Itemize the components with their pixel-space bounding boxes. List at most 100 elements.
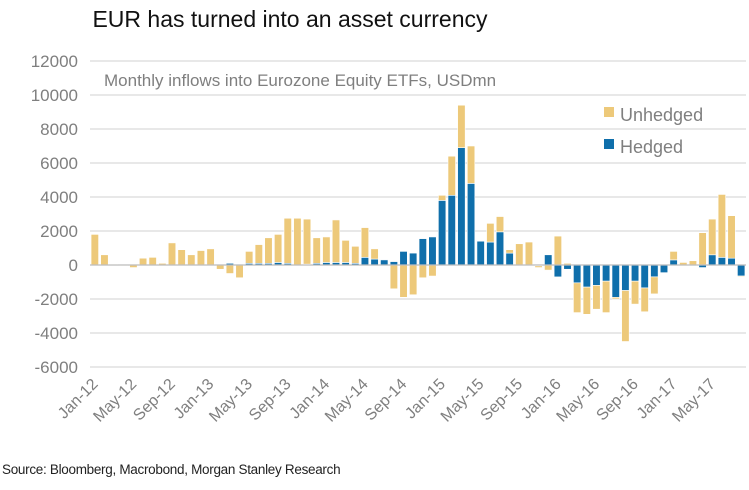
bar-hedged-nov-16 bbox=[650, 264, 659, 278]
bar-unhedged-apr-13 bbox=[235, 264, 244, 279]
bar-hedged-oct-14 bbox=[409, 252, 418, 266]
x-tick-label: May-15 bbox=[438, 376, 488, 426]
bar-chart: 12000 10000 8000 6000 4000 2000 0 -2000 -4000 -60… bbox=[31, 52, 746, 426]
bar-unhedged-apr-14 bbox=[351, 246, 360, 264]
bar-hedged-dec-15 bbox=[544, 254, 553, 266]
bar-unhedged-may-16 bbox=[592, 285, 601, 310]
x-tick-label: May-12 bbox=[90, 376, 140, 426]
bar-unhedged-nov-16 bbox=[650, 276, 659, 295]
x-tick-label: May-17 bbox=[669, 376, 719, 426]
bar-unhedged-oct-14 bbox=[409, 264, 418, 296]
y-tick-label: -2000 bbox=[35, 290, 78, 309]
bar-unhedged-oct-15 bbox=[524, 241, 533, 266]
bar-unhedged-jul-13 bbox=[264, 237, 273, 264]
bar-hedged-may-17 bbox=[708, 254, 717, 266]
subtitle-background bbox=[100, 66, 570, 92]
bar-unhedged-may-17 bbox=[708, 218, 717, 256]
x-tick-label: May-13 bbox=[206, 376, 256, 426]
bar-unhedged-apr-16 bbox=[582, 286, 591, 315]
bar-unhedged-oct-13 bbox=[293, 217, 302, 266]
bar-hedged-aug-17 bbox=[737, 264, 746, 277]
chart-title: EUR has turned into an asset currency bbox=[92, 6, 488, 32]
legend-label-unhedged: Unhedged bbox=[620, 105, 703, 125]
bars bbox=[90, 104, 746, 342]
bar-unhedged-aug-13 bbox=[274, 234, 283, 263]
legend-label-hedged: Hedged bbox=[620, 137, 683, 157]
bar-unhedged-sep-15 bbox=[515, 243, 524, 266]
bar-unhedged-dec-12 bbox=[196, 250, 205, 266]
bar-hedged-sep-16 bbox=[630, 264, 640, 282]
y-tick-label: 0 bbox=[69, 256, 78, 275]
bar-unhedged-nov-15 bbox=[534, 265, 543, 268]
bar-hedged-jul-14 bbox=[380, 259, 389, 266]
bar-hedged-mar-16 bbox=[573, 264, 582, 284]
bar-hedged-nov-14 bbox=[418, 238, 427, 266]
bar-unhedged-dec-13 bbox=[312, 237, 321, 264]
y-tick-label: 8000 bbox=[40, 120, 78, 139]
bar-unhedged-apr-17 bbox=[698, 232, 707, 266]
bar-unhedged-may-14 bbox=[360, 227, 369, 258]
x-axis: Jan-12May-12Sep-12Jan-13May-13Sep-13Jan-… bbox=[55, 376, 719, 426]
bar-unhedged-sep-13 bbox=[283, 217, 292, 264]
bar-unhedged-jan-12 bbox=[90, 234, 99, 266]
x-tick-label: May-14 bbox=[322, 376, 372, 426]
x-tick-label: Sep-16 bbox=[593, 376, 642, 425]
bar-hedged-dec-16 bbox=[659, 264, 669, 273]
bar-unhedged-nov-14 bbox=[418, 264, 427, 279]
chart-subtitle: Monthly inflows into Eurozone Equity ETF… bbox=[104, 71, 496, 90]
x-tick-label: Sep-12 bbox=[130, 376, 179, 425]
bar-unhedged-aug-16 bbox=[621, 290, 630, 342]
bar-hedged-aug-15 bbox=[505, 252, 514, 266]
bar-hedged-jan-17 bbox=[669, 259, 678, 266]
source-note: Source: Bloomberg, Macrobond, Morgan Sta… bbox=[2, 462, 341, 477]
bar-unhedged-jun-13 bbox=[254, 244, 263, 264]
bar-unhedged-jan-16 bbox=[553, 235, 562, 266]
bar-unhedged-jul-17 bbox=[727, 215, 736, 259]
bar-unhedged-dec-14 bbox=[428, 264, 437, 277]
bar-unhedged-jun-15 bbox=[486, 223, 495, 243]
y-tick-label: -6000 bbox=[35, 358, 78, 377]
bar-unhedged-feb-12 bbox=[100, 254, 109, 266]
bar-hedged-apr-16 bbox=[582, 264, 591, 288]
bar-unhedged-jun-17 bbox=[717, 194, 726, 258]
bar-unhedged-sep-12 bbox=[167, 242, 177, 266]
bar-hedged-apr-15 bbox=[466, 183, 476, 266]
bar-unhedged-oct-16 bbox=[640, 287, 649, 313]
x-tick-label: Sep-14 bbox=[362, 376, 411, 425]
bar-unhedged-sep-16 bbox=[630, 280, 640, 305]
y-tick-label: 4000 bbox=[40, 188, 78, 207]
legend-swatch-hedged bbox=[604, 139, 614, 149]
x-tick-label: Sep-15 bbox=[478, 376, 527, 425]
bar-unhedged-feb-15 bbox=[447, 155, 456, 196]
x-tick-label: May-16 bbox=[554, 376, 604, 426]
bar-hedged-jun-14 bbox=[370, 258, 379, 266]
y-tick-label: 2000 bbox=[40, 222, 78, 241]
bar-unhedged-jun-14 bbox=[370, 248, 379, 260]
bar-unhedged-aug-14 bbox=[389, 264, 398, 290]
bar-hedged-may-16 bbox=[592, 264, 601, 286]
y-tick-label: 10000 bbox=[31, 86, 78, 105]
bar-hedged-jun-15 bbox=[486, 241, 495, 266]
bar-hedged-sep-14 bbox=[399, 251, 408, 266]
y-tick-label: 6000 bbox=[40, 154, 78, 173]
bar-unhedged-jun-12 bbox=[139, 257, 148, 266]
bar-unhedged-mar-13 bbox=[225, 264, 234, 274]
bar-unhedged-mar-14 bbox=[341, 240, 350, 263]
bar-unhedged-jun-16 bbox=[602, 280, 611, 313]
bar-unhedged-jan-15 bbox=[438, 195, 447, 201]
bar-unhedged-mar-15 bbox=[457, 104, 466, 148]
bar-hedged-feb-15 bbox=[447, 195, 456, 266]
bar-hedged-jun-16 bbox=[602, 264, 611, 282]
bar-hedged-may-14 bbox=[360, 257, 369, 266]
bar-unhedged-jan-13 bbox=[206, 248, 215, 266]
bar-hedged-jan-16 bbox=[553, 264, 562, 278]
bar-unhedged-aug-17 bbox=[737, 275, 746, 278]
bar-unhedged-jan-17 bbox=[669, 251, 678, 261]
bar-unhedged-oct-12 bbox=[177, 249, 186, 266]
bar-unhedged-nov-12 bbox=[187, 254, 196, 266]
bar-hedged-dec-14 bbox=[428, 236, 437, 266]
bar-unhedged-sep-14 bbox=[399, 264, 408, 298]
x-tick-label: Sep-13 bbox=[246, 376, 295, 425]
bar-unhedged-dec-15 bbox=[544, 264, 553, 271]
bar-unhedged-apr-15 bbox=[466, 145, 476, 184]
